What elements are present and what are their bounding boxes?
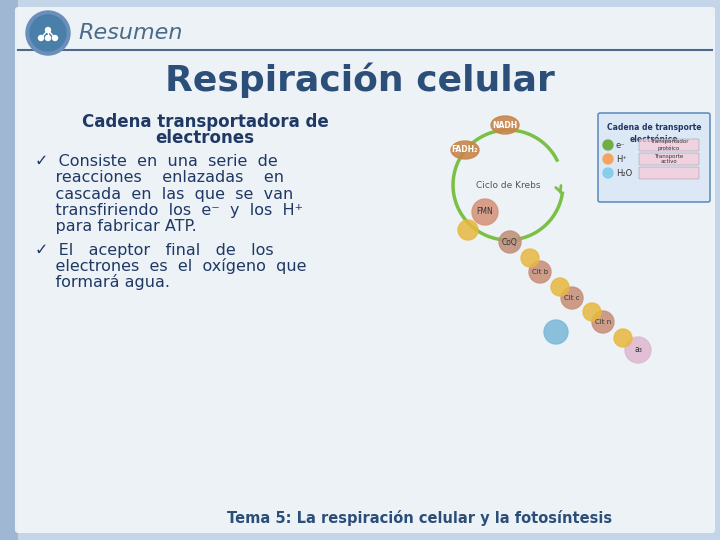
Text: electrones: electrones [156, 129, 254, 147]
Ellipse shape [491, 116, 519, 134]
Text: e⁻: e⁻ [616, 140, 626, 150]
Circle shape [551, 278, 569, 296]
Circle shape [625, 337, 651, 363]
Text: Respiración celular: Respiración celular [165, 62, 555, 98]
Circle shape [499, 231, 521, 253]
Circle shape [529, 261, 551, 283]
Text: Cadena transportadora de: Cadena transportadora de [81, 113, 328, 131]
Circle shape [561, 287, 583, 309]
Circle shape [592, 311, 614, 333]
Text: Resumen: Resumen [78, 23, 182, 43]
Circle shape [38, 36, 43, 40]
Text: H⁺: H⁺ [616, 154, 627, 164]
Text: Cadena de transporte
electrónico: Cadena de transporte electrónico [607, 123, 701, 144]
Text: Cit n: Cit n [595, 319, 611, 325]
Circle shape [603, 168, 613, 178]
Text: Cit c: Cit c [564, 295, 580, 301]
FancyBboxPatch shape [0, 0, 18, 540]
Text: Ciclo de Krebs: Ciclo de Krebs [476, 180, 540, 190]
Text: cascada  en  las  que  se  van: cascada en las que se van [35, 186, 293, 201]
Circle shape [45, 28, 50, 32]
Circle shape [544, 320, 568, 344]
Text: Transportador
protéico: Transportador protéico [649, 139, 688, 151]
Circle shape [45, 36, 50, 40]
Text: ✓  Consiste  en  una  serie  de: ✓ Consiste en una serie de [35, 154, 278, 170]
Text: reacciones    enlazadas    en: reacciones enlazadas en [35, 171, 284, 186]
FancyBboxPatch shape [639, 139, 699, 151]
Circle shape [521, 249, 539, 267]
Circle shape [30, 15, 66, 51]
Text: electrones  es  el  oxígeno  que: electrones es el oxígeno que [35, 258, 307, 274]
Text: FADH₂: FADH₂ [451, 145, 478, 154]
Circle shape [26, 11, 70, 55]
Text: FMN: FMN [477, 207, 493, 217]
Text: Tema 5: La respiración celular y la fotosíntesis: Tema 5: La respiración celular y la foto… [228, 510, 613, 526]
Circle shape [603, 154, 613, 164]
FancyBboxPatch shape [639, 153, 699, 165]
Circle shape [603, 140, 613, 150]
Ellipse shape [451, 141, 479, 159]
Circle shape [458, 220, 478, 240]
Text: Cit b: Cit b [532, 269, 548, 275]
Text: transfiriendo  los  e⁻  y  los  H⁺: transfiriendo los e⁻ y los H⁺ [35, 202, 303, 218]
Circle shape [614, 329, 632, 347]
Text: para fabricar ATP.: para fabricar ATP. [35, 219, 197, 233]
Circle shape [472, 199, 498, 225]
Text: ✓  El   aceptor   final   de   los: ✓ El aceptor final de los [35, 242, 274, 258]
Circle shape [583, 303, 601, 321]
Circle shape [53, 36, 58, 40]
FancyBboxPatch shape [15, 7, 715, 533]
Text: formará agua.: formará agua. [35, 274, 170, 290]
FancyBboxPatch shape [598, 113, 710, 202]
Text: NADH: NADH [492, 120, 518, 130]
Text: CoQ: CoQ [502, 238, 518, 246]
Text: Transporte
activo: Transporte activo [654, 153, 683, 164]
FancyBboxPatch shape [639, 167, 699, 179]
Text: a₃: a₃ [634, 346, 642, 354]
Text: H₂O: H₂O [616, 168, 632, 178]
